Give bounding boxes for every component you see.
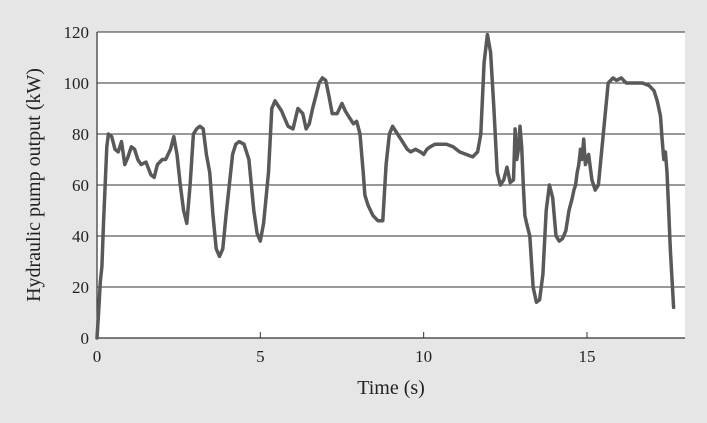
x-tick-label-10: 10 xyxy=(415,347,432,366)
y-tick-label-80: 80 xyxy=(72,125,89,144)
y-axis-label: Hydraulic pump output (kW) xyxy=(23,68,45,302)
y-tick-label-20: 20 xyxy=(72,278,89,297)
y-tick-label-40: 40 xyxy=(72,227,89,246)
x-tick-label-5: 5 xyxy=(256,347,265,366)
x-axis-label: Time (s) xyxy=(357,377,425,399)
x-tick-label-0: 0 xyxy=(93,347,102,366)
y-tick-label-100: 100 xyxy=(64,74,90,93)
x-tick-label-15: 15 xyxy=(579,347,596,366)
y-tick-label-0: 0 xyxy=(81,329,90,348)
y-tick-label-60: 60 xyxy=(72,176,89,195)
series-line-0 xyxy=(95,32,676,340)
y-axis-ticks: 0 20 40 60 80 100 120 xyxy=(64,23,103,348)
series-group xyxy=(95,32,676,340)
y-tick-label-120: 120 xyxy=(64,23,90,42)
